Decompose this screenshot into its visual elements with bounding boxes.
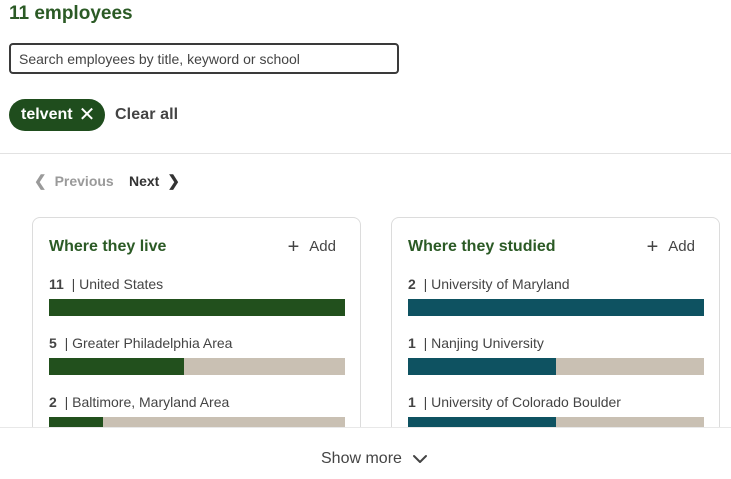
stat-count: 2 (49, 394, 57, 410)
add-label: Add (668, 238, 695, 255)
stat-bar-fill (49, 358, 184, 375)
add-school-button[interactable]: + Add (646, 235, 695, 258)
stat-bar (49, 358, 345, 375)
show-more-button[interactable]: Show more (321, 450, 428, 468)
stat-label: 2 | University of Maryland (408, 276, 704, 294)
stat-bar (408, 299, 704, 316)
next-button[interactable]: Next ❯ (129, 172, 180, 190)
stat-bar-fill (408, 299, 704, 316)
filter-pill-label: telvent (21, 106, 73, 123)
footer: Show more (0, 427, 731, 479)
search-input[interactable] (9, 43, 399, 74)
stat-count: 5 (49, 335, 57, 351)
card-title: Where they studied (408, 238, 556, 255)
stat-name: | University of Maryland (423, 276, 570, 292)
previous-button[interactable]: ❮ Previous (34, 172, 114, 190)
previous-label: Previous (54, 173, 114, 189)
stat-row[interactable]: 1 | Nanjing University (408, 335, 704, 375)
card-where-they-studied: Where they studied + Add 2 | University … (391, 217, 720, 457)
stat-row[interactable]: 11 | United States (49, 276, 345, 316)
add-location-button[interactable]: + Add (287, 235, 336, 258)
close-icon[interactable]: ✕ (78, 104, 96, 126)
stat-label: 5 | Greater Philadelphia Area (49, 335, 345, 353)
stat-count: 1 (408, 394, 416, 410)
stat-bar (408, 358, 704, 375)
add-label: Add (309, 238, 336, 255)
stat-count: 1 (408, 335, 416, 351)
stat-label: 11 | United States (49, 276, 345, 294)
card-title: Where they live (49, 238, 167, 255)
stat-count: 11 (49, 276, 64, 292)
stat-name: | University of Colorado Boulder (423, 394, 621, 410)
plus-icon: + (287, 235, 300, 258)
stat-bar-fill (408, 358, 556, 375)
plus-icon: + (646, 235, 659, 258)
stat-name: | Nanjing University (423, 335, 544, 351)
stat-bar (49, 299, 345, 316)
stat-label: 1 | Nanjing University (408, 335, 704, 353)
stat-name: | Greater Philadelphia Area (64, 335, 233, 351)
chevron-right-icon: ❯ (167, 173, 180, 190)
divider (0, 153, 731, 154)
chevron-left-icon: ❮ (34, 173, 47, 190)
stat-count: 2 (408, 276, 416, 292)
show-more-label: Show more (321, 450, 402, 467)
card-where-they-live: Where they live + Add 11 | United States… (32, 217, 361, 457)
stat-label: 2 | Baltimore, Maryland Area (49, 394, 345, 412)
stat-row[interactable]: 5 | Greater Philadelphia Area (49, 335, 345, 375)
filter-pill-telvent[interactable]: telvent ✕ (9, 99, 106, 131)
stat-row[interactable]: 2 | University of Maryland (408, 276, 704, 316)
chevron-down-icon (412, 455, 427, 463)
next-label: Next (129, 173, 160, 189)
stat-name: | United States (71, 276, 164, 292)
page-title: 11 employees (9, 3, 133, 24)
stat-label: 1 | University of Colorado Boulder (408, 394, 704, 412)
stat-bar-fill (49, 299, 345, 316)
clear-all-button[interactable]: Clear all (115, 106, 179, 123)
stat-name: | Baltimore, Maryland Area (64, 394, 230, 410)
